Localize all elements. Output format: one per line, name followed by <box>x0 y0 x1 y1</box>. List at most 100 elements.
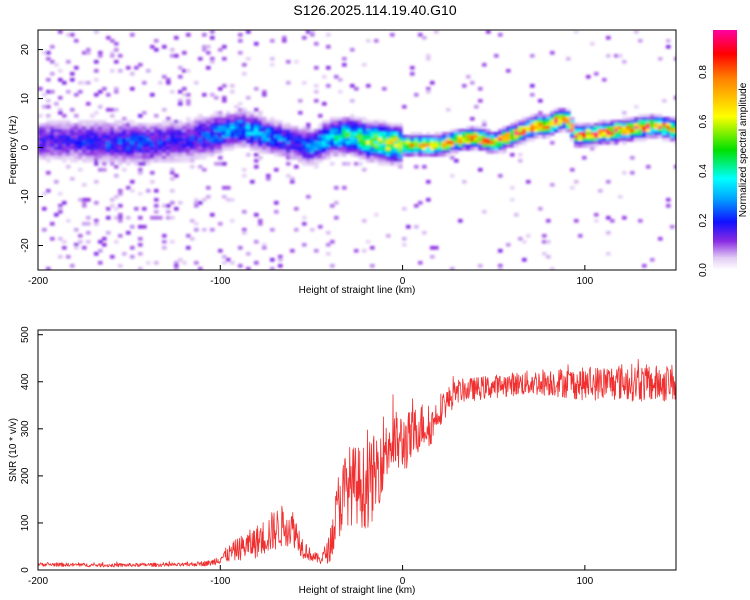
heatmap-cell <box>606 216 611 220</box>
heatmap-cell <box>194 132 199 136</box>
heatmap-cell <box>350 84 355 88</box>
heatmap-cell <box>366 141 371 145</box>
heatmap-cell <box>118 138 123 142</box>
heatmap-cell <box>554 120 559 124</box>
heatmap-cell <box>194 144 199 148</box>
heatmap-cell <box>246 135 251 139</box>
heatmap-cell <box>210 60 215 64</box>
heatmap-cell <box>674 132 676 136</box>
heatmap-cell <box>306 195 311 199</box>
heatmap-cell <box>478 135 483 139</box>
heatmap-cell <box>378 162 383 166</box>
heatmap-cell <box>118 126 123 130</box>
heatmap-cell <box>162 138 167 142</box>
heatmap-cell <box>82 120 87 124</box>
heatmap-cell <box>86 138 91 142</box>
heatmap-cell <box>70 78 75 82</box>
heatmap-cell <box>218 144 223 148</box>
heatmap-cell <box>126 231 131 235</box>
heatmap-cell <box>574 219 579 223</box>
heatmap-cell <box>286 174 291 178</box>
heatmap-cell <box>478 132 483 136</box>
heatmap-cell <box>546 126 551 130</box>
heatmap-cell <box>662 99 667 103</box>
heatmap-cell <box>618 135 623 139</box>
heatmap-cell <box>414 141 419 145</box>
heatmap-cell <box>146 132 151 136</box>
heatmap-cell <box>154 210 159 214</box>
heatmap-cell <box>198 129 203 133</box>
heatmap-cell <box>310 30 315 34</box>
heatmap-cell <box>498 141 503 145</box>
heatmap-cell <box>358 141 363 145</box>
heatmap-cell <box>162 123 167 127</box>
heatmap-cell <box>306 144 311 148</box>
heatmap-cell <box>98 54 103 58</box>
heatmap-cell <box>242 174 247 178</box>
spectrogram-x-axis: -200 -100 0 100 <box>28 265 594 287</box>
heatmap-cell <box>350 48 355 52</box>
heatmap-cell <box>434 135 439 139</box>
heatmap-cell <box>258 141 263 145</box>
heatmap-cell <box>342 150 347 154</box>
heatmap-cell <box>582 132 587 136</box>
heatmap-cell <box>118 69 123 73</box>
heatmap-cell <box>158 159 163 163</box>
heatmap-cell <box>50 120 55 124</box>
heatmap-cell <box>110 114 115 118</box>
heatmap-cell <box>454 144 459 148</box>
heatmap-cell <box>138 132 143 136</box>
heatmap-cell <box>202 132 207 136</box>
heatmap-cell <box>46 99 51 103</box>
heatmap-cell <box>206 129 211 133</box>
heatmap-cell <box>246 111 251 115</box>
heatmap-cell <box>250 123 255 127</box>
heatmap-cell <box>226 117 231 121</box>
heatmap-cell <box>338 117 343 121</box>
spectrogram-frame <box>37 29 677 271</box>
heatmap-cell <box>70 108 75 112</box>
heatmap-cell <box>274 120 279 124</box>
heatmap-cell <box>278 138 283 142</box>
heatmap-cell <box>618 195 623 199</box>
heatmap-cell <box>466 75 471 79</box>
heatmap-cell <box>370 132 375 136</box>
heatmap-cell <box>638 39 643 43</box>
heatmap-cell <box>366 132 371 136</box>
heatmap-cell <box>266 135 271 139</box>
heatmap-cell <box>134 141 139 145</box>
heatmap-cell <box>402 135 407 139</box>
heatmap-cell <box>494 144 499 148</box>
heatmap-cell <box>534 132 539 136</box>
heatmap-cell <box>586 138 591 142</box>
heatmap-cell <box>162 129 167 133</box>
heatmap-cell <box>146 138 151 142</box>
heatmap-cell <box>130 135 135 139</box>
heatmap-cell <box>218 87 223 91</box>
heatmap-cell <box>274 201 279 205</box>
heatmap-cell <box>190 144 195 148</box>
heatmap-cell <box>174 150 179 154</box>
heatmap-cell <box>130 141 135 145</box>
heatmap-cell <box>62 138 67 142</box>
heatmap-cell <box>422 135 427 139</box>
heatmap-cell <box>290 144 295 148</box>
heatmap-cell <box>358 156 363 160</box>
heatmap-cell <box>494 150 499 154</box>
heatmap-cell <box>334 123 339 127</box>
heatmap-cell <box>614 54 619 58</box>
heatmap-cell <box>526 126 531 130</box>
heatmap-cell <box>606 129 611 133</box>
heatmap-cell <box>582 126 587 130</box>
heatmap-cell <box>174 147 179 151</box>
heatmap-cell <box>566 117 571 121</box>
heatmap-cell <box>214 123 219 127</box>
heatmap-cell <box>178 147 183 151</box>
heatmap-cell <box>306 150 311 154</box>
heatmap-cell <box>214 138 219 142</box>
spectrogram-y-label: Frequency (Hz) <box>8 116 19 185</box>
heatmap-cell <box>330 129 335 133</box>
heatmap-cell <box>386 156 391 160</box>
heatmap-cell <box>142 159 147 163</box>
heatmap-cell <box>138 267 143 270</box>
